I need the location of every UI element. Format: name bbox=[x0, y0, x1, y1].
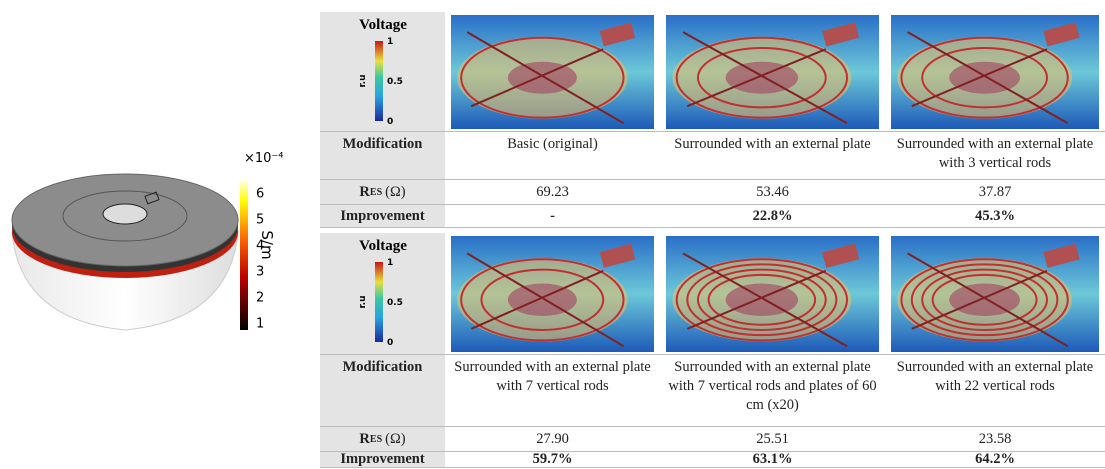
simulation-image bbox=[451, 15, 654, 129]
resistance-value: 25.51 bbox=[660, 427, 885, 452]
page: {"figure":{"colorbar":{"multiplier":"×10… bbox=[0, 0, 1105, 468]
res-subscript: ES bbox=[370, 183, 382, 202]
resistance-value: 37.87 bbox=[885, 180, 1105, 205]
res-unit: (Ω) bbox=[385, 183, 405, 202]
row-label: Improvement bbox=[320, 452, 445, 468]
voltage-header: Voltage bbox=[359, 238, 407, 254]
colorbar-tick: 4 bbox=[256, 239, 264, 254]
colorbar-tick: 1 bbox=[256, 317, 264, 332]
colorbar-tick: 3 bbox=[256, 265, 264, 280]
improvement-value: 45.3% bbox=[885, 205, 1105, 228]
voltage-colorbar bbox=[375, 262, 383, 342]
voltage-cell: Voltage 1 0.5 0 r.u bbox=[320, 12, 445, 132]
voltage-unit: r.u bbox=[358, 296, 368, 309]
modification-value: Surrounded with an external plate with 3… bbox=[885, 132, 1105, 180]
electrode bbox=[949, 283, 1020, 315]
electrode bbox=[508, 283, 577, 315]
image-cell bbox=[885, 233, 1105, 355]
modification-value: Surrounded with an external plate with 7… bbox=[445, 355, 660, 427]
res-subscript: ES bbox=[370, 430, 382, 449]
modification-value: Surrounded with an external plate with 2… bbox=[885, 355, 1105, 427]
voltage-tick: 0.5 bbox=[387, 77, 403, 87]
electrode bbox=[103, 204, 147, 224]
voltage-tick: 1 bbox=[387, 37, 393, 47]
voltage-tick: 0 bbox=[387, 338, 393, 348]
image-cell bbox=[660, 12, 885, 132]
resistance-value: 53.46 bbox=[660, 180, 885, 205]
voltage-legend: Voltage 1 0.5 0 r.u bbox=[323, 236, 443, 354]
improvement-value: 64.2% bbox=[885, 452, 1105, 468]
voltage-colorbar bbox=[375, 41, 383, 121]
voltage-tick: 1 bbox=[387, 258, 393, 268]
resistance-value: 23.58 bbox=[885, 427, 1105, 452]
row-label: Modification bbox=[320, 132, 445, 180]
modification-value: Surrounded with an external plate bbox=[660, 132, 885, 180]
voltage-legend: Voltage 1 0.5 0 r.u bbox=[323, 15, 443, 131]
voltage-tick: 0.5 bbox=[387, 298, 403, 308]
row-label: Improvement bbox=[320, 205, 445, 228]
improvement-value: 22.8% bbox=[660, 205, 885, 228]
colorbar-tick: 2 bbox=[256, 291, 264, 306]
colorbar-multiplier: ×10⁻⁴ bbox=[244, 151, 284, 166]
simulation-image bbox=[666, 236, 879, 352]
res-label: R bbox=[359, 183, 369, 202]
colorbar-tick: 5 bbox=[256, 213, 264, 228]
modification-value: Basic (original) bbox=[445, 132, 660, 180]
improvement-value: 63.1% bbox=[660, 452, 885, 468]
res-unit: (Ω) bbox=[385, 430, 405, 449]
resistance-value: 69.23 bbox=[445, 180, 660, 205]
modification-value: Surrounded with an external plate with 7… bbox=[660, 355, 885, 427]
res-label: R bbox=[359, 430, 369, 449]
simulation-image bbox=[891, 15, 1099, 129]
voltage-unit: r.u bbox=[358, 75, 368, 88]
image-cell bbox=[885, 12, 1105, 132]
electrode bbox=[726, 61, 798, 93]
image-cell bbox=[660, 233, 885, 355]
image-cell bbox=[445, 233, 660, 355]
colorbar bbox=[240, 178, 248, 330]
voltage-header: Voltage bbox=[359, 17, 407, 33]
row-label: Modification bbox=[320, 355, 445, 427]
improvement-value: - bbox=[445, 205, 660, 228]
resistance-value: 27.90 bbox=[445, 427, 660, 452]
simulation-image bbox=[451, 236, 654, 352]
voltage-tick: 0 bbox=[387, 117, 393, 127]
image-cell bbox=[445, 12, 660, 132]
colorbar-tick: 6 bbox=[256, 187, 264, 202]
simulation-image bbox=[891, 236, 1099, 352]
simulation-image bbox=[666, 15, 879, 129]
improvement-value: 59.7% bbox=[445, 452, 660, 468]
electrode bbox=[726, 283, 798, 315]
voltage-cell: Voltage 1 0.5 0 r.u bbox=[320, 233, 445, 355]
